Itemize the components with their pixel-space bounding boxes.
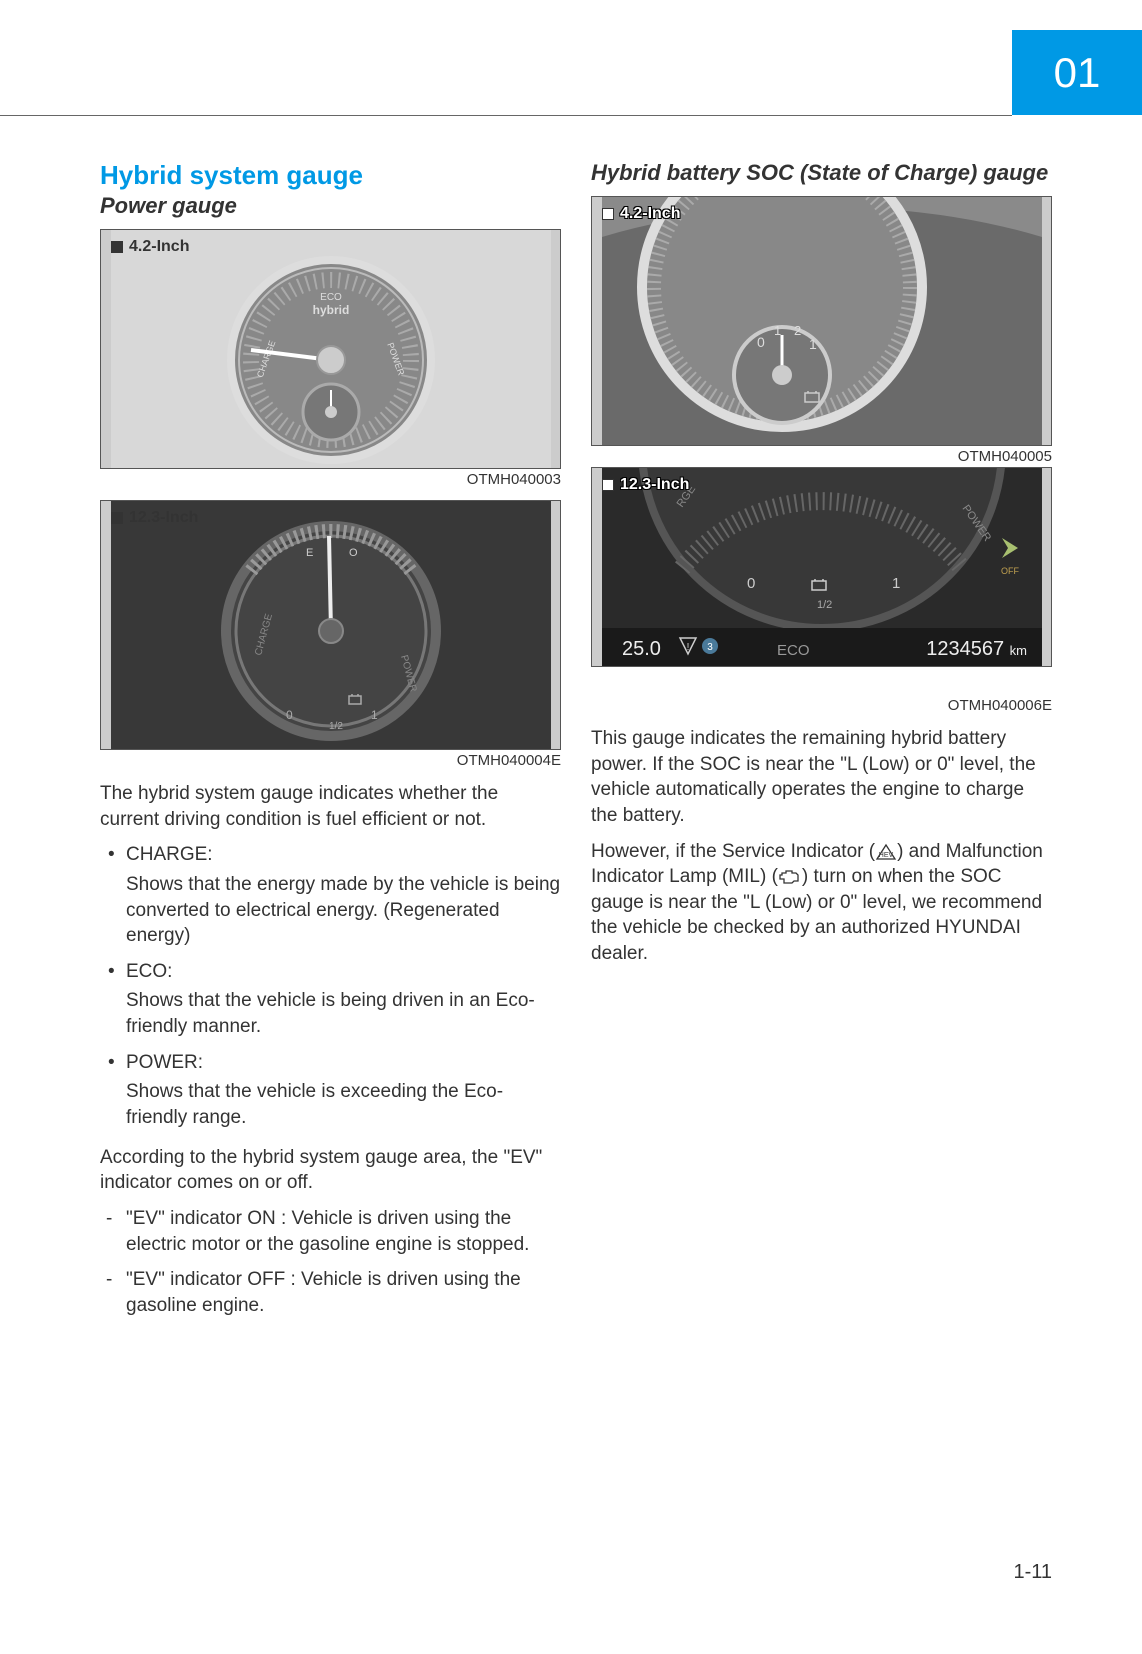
right-column: Hybrid battery SOC (State of Charge) gau… xyxy=(591,160,1052,1333)
figure-label: 4.2-Inch xyxy=(111,238,189,256)
svg-text:O: O xyxy=(349,547,358,559)
soc-para2: However, if the Service Indicator (HEV) … xyxy=(591,839,1052,967)
svg-text:1/2: 1/2 xyxy=(817,599,832,611)
chapter-tab: 01 xyxy=(1012,30,1142,115)
figure-power-42: 4.2-Inch ECO hybrid CHARGE POWER xyxy=(100,229,561,469)
bullet-list: CHARGE: Shows that the energy made by th… xyxy=(100,842,561,1130)
dash-ev-on: "EV" indicator ON : Vehicle is driven us… xyxy=(100,1206,561,1257)
svg-text:1/2: 1/2 xyxy=(329,721,343,732)
bullet-eco: ECO: Shows that the vehicle is being dri… xyxy=(100,959,561,1040)
figure-soc-42: 4.2-Inch 0 1 2 1 xyxy=(591,196,1052,446)
svg-text:E: E xyxy=(306,547,313,559)
svg-text:1: 1 xyxy=(774,323,781,338)
ev-para: According to the hybrid system gauge are… xyxy=(100,1145,561,1196)
section-title: Hybrid system gauge xyxy=(100,160,561,191)
svg-text:0: 0 xyxy=(757,334,765,350)
figure-label: 4.2-Inch xyxy=(602,205,680,223)
svg-text:2: 2 xyxy=(794,323,801,338)
engine-icon xyxy=(778,869,802,885)
svg-text:0: 0 xyxy=(747,575,755,592)
subsection-title-soc: Hybrid battery SOC (State of Charge) gau… xyxy=(591,160,1052,186)
svg-text:1: 1 xyxy=(892,575,900,592)
left-column: Hybrid system gauge Power gauge 4.2-Inch… xyxy=(100,160,561,1333)
figure-label: 12.3-Inch xyxy=(111,509,198,527)
svg-text:HEV: HEV xyxy=(879,852,894,859)
soc-gauge-123-icon: RGE POWER 0 1/2 1 25.0 ! 3 ECO 1234567 k… xyxy=(602,468,1042,667)
figure-soc-123: 12.3-Inch RGE POWER 0 1/2 1 25.0 ! 3 xyxy=(591,467,1052,667)
figure-power-123: 12.3-Inch E O CHARGE POWER 0 1/2 1 xyxy=(100,500,561,750)
figure-code: OTMH040003 xyxy=(100,471,561,488)
svg-text:hybrid: hybrid xyxy=(312,303,349,317)
soc-para1: This gauge indicates the remaining hybri… xyxy=(591,726,1052,829)
svg-text:OFF: OFF xyxy=(1001,566,1019,576)
dash-ev-off: "EV" indicator OFF : Vehicle is driven u… xyxy=(100,1267,561,1318)
svg-text:1: 1 xyxy=(809,336,817,352)
svg-text:3: 3 xyxy=(707,642,713,653)
warning-triangle-icon: HEV xyxy=(875,843,897,861)
power-gauge-42-icon: ECO hybrid CHARGE POWER xyxy=(111,230,551,469)
figure-label: 12.3-Inch xyxy=(602,476,689,494)
eco-display: ECO xyxy=(777,642,810,659)
figure-code: OTMH040004E xyxy=(100,752,561,769)
page-number: 1-11 xyxy=(1013,1561,1052,1584)
dash-list: "EV" indicator ON : Vehicle is driven us… xyxy=(100,1206,561,1319)
header-divider xyxy=(0,115,1012,116)
figure-code: OTMH040006E xyxy=(591,697,1052,714)
temp-display: 25.0 xyxy=(622,638,661,660)
svg-text:!: ! xyxy=(686,642,689,653)
bullet-charge: CHARGE: Shows that the energy made by th… xyxy=(100,842,561,949)
svg-text:1: 1 xyxy=(371,708,378,722)
power-gauge-123-icon: E O CHARGE POWER 0 1/2 1 xyxy=(111,501,551,750)
soc-gauge-42-icon: 0 1 2 1 xyxy=(602,197,1042,446)
figure-code: OTMH040005 xyxy=(591,448,1052,465)
subsection-title-power: Power gauge xyxy=(100,193,561,219)
page-content: Hybrid system gauge Power gauge 4.2-Inch… xyxy=(100,160,1052,1333)
svg-text:ECO: ECO xyxy=(320,292,342,303)
intro-text: The hybrid system gauge indicates whethe… xyxy=(100,781,561,832)
bullet-power: POWER: Shows that the vehicle is exceedi… xyxy=(100,1050,561,1131)
svg-text:0: 0 xyxy=(286,708,293,722)
